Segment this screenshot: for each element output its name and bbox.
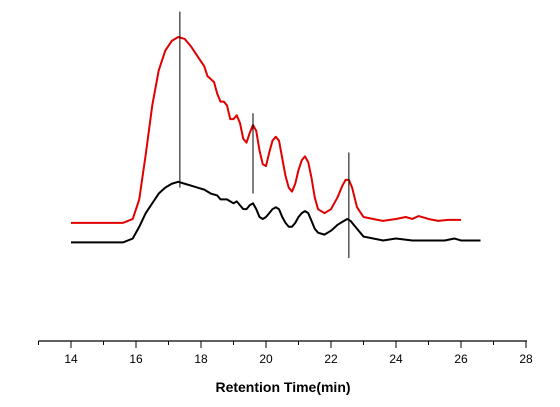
- x-tick-label: 26: [454, 352, 468, 366]
- plot-area: [71, 11, 481, 259]
- x-tick-label: 16: [129, 352, 143, 366]
- series-line-1: [71, 180, 481, 244]
- x-tick-label: 22: [324, 352, 338, 366]
- x-axis: 14 16 18 20 22 24 26 28: [38, 340, 533, 366]
- x-tick-label: 28: [519, 352, 533, 366]
- x-tick-label: 14: [64, 352, 78, 366]
- x-axis-title: Retention Time(min): [215, 379, 350, 395]
- x-tick-label: 18: [194, 352, 208, 366]
- x-tick-label: 24: [389, 352, 403, 366]
- series-line-0: [71, 36, 461, 224]
- x-tick-label: 20: [259, 352, 273, 366]
